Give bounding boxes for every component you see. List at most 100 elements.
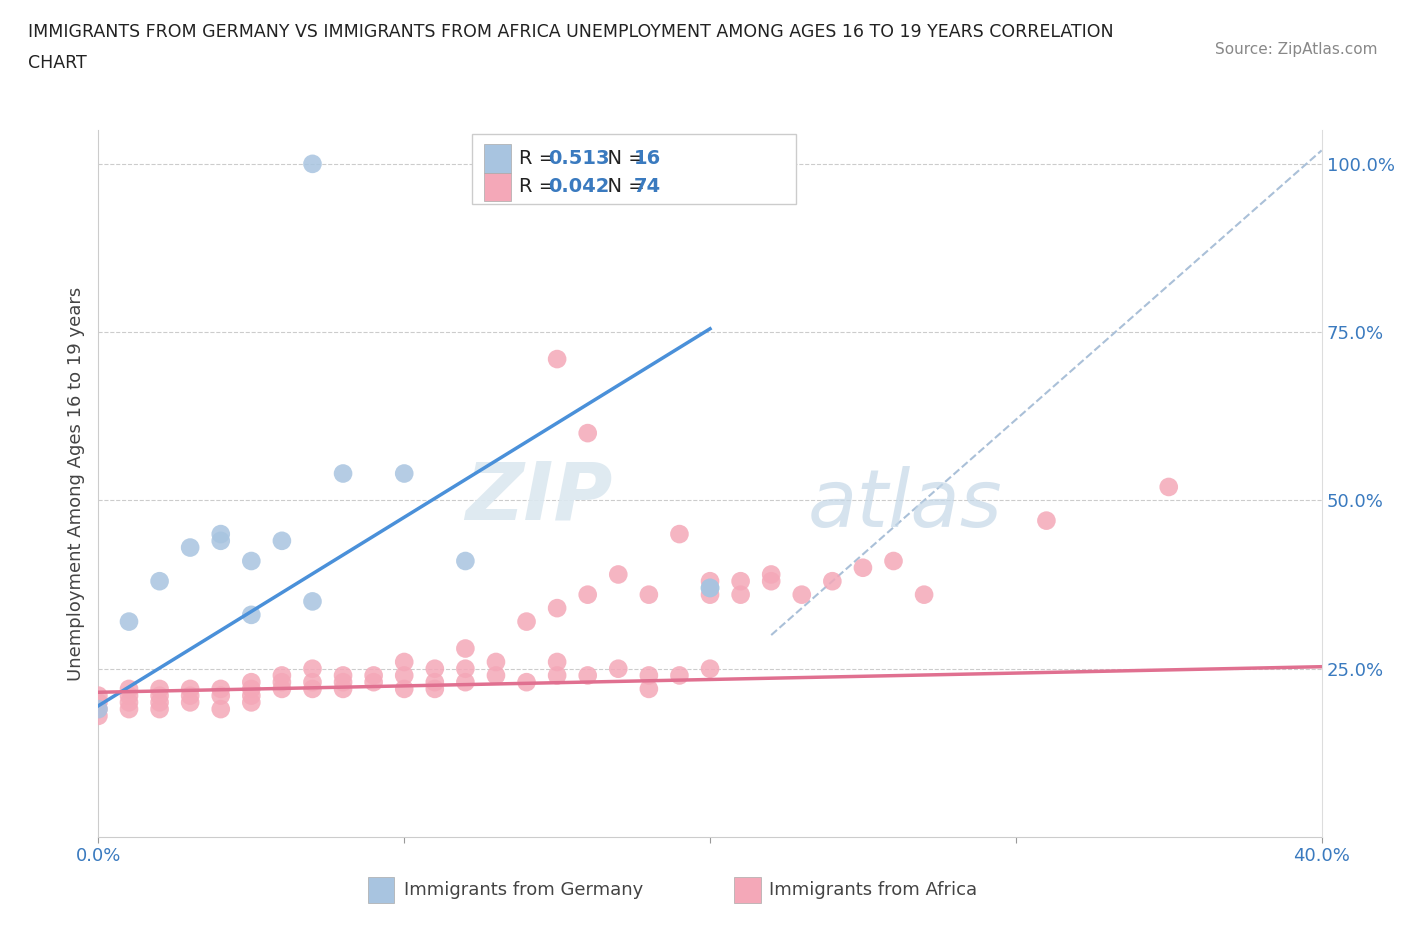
Point (149, 682, 172, 697)
Point (607, 661, 630, 676)
Point (149, 574, 172, 589)
Text: Immigrants from Germany: Immigrants from Germany (405, 881, 644, 899)
Bar (367, 877, 395, 903)
Point (270, 668, 292, 683)
Point (363, 668, 385, 683)
Point (516, 675, 538, 690)
Point (668, 526, 690, 541)
Point (240, 682, 263, 697)
Point (118, 688, 141, 703)
Point (759, 574, 782, 589)
Point (699, 574, 721, 589)
Point (87, 695, 110, 710)
Text: 0.513: 0.513 (548, 149, 610, 168)
Point (699, 587, 721, 602)
Point (546, 601, 568, 616)
Text: IMMIGRANTS FROM GERMANY VS IMMIGRANTS FROM AFRICA UNEMPLOYMENT AMONG AGES 16 TO : IMMIGRANTS FROM GERMANY VS IMMIGRANTS FR… (28, 23, 1114, 41)
Point (270, 682, 292, 697)
Point (118, 682, 141, 697)
Point (118, 701, 141, 716)
Point (179, 682, 201, 697)
Point (423, 682, 446, 697)
Point (637, 587, 661, 602)
Point (301, 156, 323, 171)
Point (363, 675, 385, 690)
Point (240, 695, 263, 710)
Point (118, 695, 141, 710)
Point (118, 614, 141, 629)
Point (209, 526, 232, 541)
Point (87, 709, 110, 724)
Point (637, 668, 661, 683)
Point (1035, 513, 1057, 528)
Point (332, 675, 354, 690)
Point (87, 688, 110, 703)
Point (546, 352, 568, 366)
Point (546, 668, 568, 683)
Point (179, 688, 201, 703)
Point (240, 675, 263, 690)
Point (454, 661, 477, 676)
Point (179, 695, 201, 710)
Text: atlas: atlas (808, 466, 1002, 544)
Point (423, 675, 446, 690)
Point (454, 641, 477, 656)
Point (576, 587, 599, 602)
Point (149, 695, 172, 710)
Point (821, 574, 844, 589)
Point (332, 682, 354, 697)
Point (485, 668, 508, 683)
Point (790, 587, 813, 602)
Point (240, 607, 263, 622)
Point (699, 580, 721, 595)
Point (392, 682, 416, 697)
Point (149, 701, 172, 716)
Point (392, 655, 416, 670)
Point (209, 701, 232, 716)
Point (301, 661, 323, 676)
Text: R =: R = (519, 149, 562, 168)
Point (576, 668, 599, 683)
Text: R =: R = (519, 178, 562, 196)
Point (852, 560, 875, 575)
Point (546, 655, 568, 670)
Point (179, 540, 201, 555)
Bar (484, 173, 510, 201)
Text: CHART: CHART (28, 54, 87, 72)
Point (485, 655, 508, 670)
Point (454, 675, 477, 690)
Point (454, 553, 477, 568)
Point (240, 688, 263, 703)
Text: 16: 16 (634, 149, 661, 168)
Text: N =: N = (595, 178, 651, 196)
Point (699, 661, 721, 676)
Point (730, 587, 752, 602)
Text: 74: 74 (634, 178, 661, 196)
Point (730, 574, 752, 589)
Y-axis label: Unemployment Among Ages 16 to 19 years: Unemployment Among Ages 16 to 19 years (66, 286, 84, 681)
Point (332, 466, 354, 481)
Point (668, 668, 690, 683)
Point (209, 688, 232, 703)
Point (637, 682, 661, 697)
Point (699, 580, 721, 595)
Point (576, 426, 599, 441)
Point (516, 614, 538, 629)
Point (209, 682, 232, 697)
Point (301, 682, 323, 697)
Point (392, 668, 416, 683)
Point (1157, 480, 1180, 495)
Bar (484, 144, 510, 173)
FancyBboxPatch shape (471, 134, 796, 205)
Text: Immigrants from Africa: Immigrants from Africa (769, 881, 977, 899)
Bar (734, 877, 762, 903)
Text: N =: N = (595, 149, 651, 168)
Point (332, 668, 354, 683)
Point (423, 661, 446, 676)
Point (87, 701, 110, 716)
Point (607, 567, 630, 582)
Text: Source: ZipAtlas.com: Source: ZipAtlas.com (1215, 42, 1378, 57)
Point (270, 675, 292, 690)
Point (270, 534, 292, 549)
Point (883, 553, 905, 568)
